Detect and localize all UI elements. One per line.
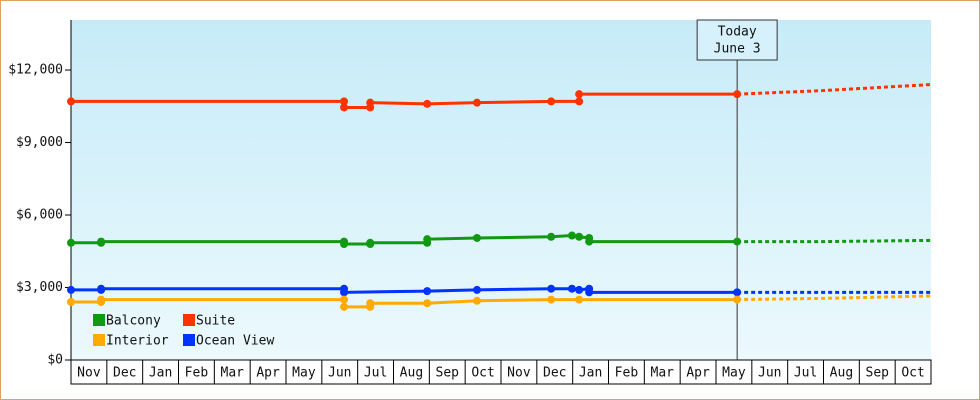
point bbox=[340, 302, 349, 311]
legend-label: Balcony bbox=[106, 314, 161, 329]
point bbox=[575, 90, 584, 99]
x-tick-label: Mar bbox=[221, 366, 245, 381]
point bbox=[97, 237, 106, 246]
point bbox=[472, 98, 481, 107]
x-tick-label: Jun bbox=[328, 366, 351, 381]
point bbox=[366, 238, 375, 247]
x-tick-label: Jun bbox=[758, 366, 781, 381]
y-tick-label: $12,000 bbox=[8, 63, 63, 78]
legend-swatch bbox=[93, 334, 105, 346]
point bbox=[340, 288, 349, 297]
point bbox=[575, 97, 584, 106]
x-tick-label: Feb bbox=[185, 366, 209, 381]
x-tick-label: Apr bbox=[256, 366, 280, 381]
point bbox=[472, 285, 481, 294]
y-tick-label: $6,000 bbox=[16, 208, 63, 223]
point bbox=[547, 232, 556, 241]
today-box bbox=[696, 19, 778, 61]
point bbox=[567, 284, 576, 293]
x-tick-label: Dec bbox=[113, 366, 136, 381]
point bbox=[340, 103, 349, 112]
forecast-line bbox=[737, 294, 932, 302]
y-tick-label: $0 bbox=[47, 353, 63, 368]
x-tick-label: Feb bbox=[615, 366, 639, 381]
plot-area bbox=[71, 20, 931, 360]
point bbox=[340, 295, 349, 304]
point bbox=[733, 90, 742, 99]
today-label: Today bbox=[718, 25, 757, 40]
point bbox=[67, 285, 75, 294]
x-tick-label: Nov bbox=[507, 366, 531, 381]
point bbox=[97, 295, 106, 304]
point bbox=[585, 288, 594, 297]
x-tick-label: Mar bbox=[651, 366, 675, 381]
legend-swatch bbox=[183, 314, 195, 326]
point bbox=[575, 295, 584, 304]
y-tick-label: $3,000 bbox=[16, 280, 63, 295]
x-tick-label: Aug bbox=[400, 366, 423, 381]
legend-label: Ocean View bbox=[196, 334, 274, 349]
point bbox=[472, 233, 481, 242]
point bbox=[340, 240, 349, 249]
x-tick-label: Nov bbox=[77, 366, 101, 381]
point bbox=[547, 97, 556, 106]
point bbox=[423, 235, 432, 244]
point bbox=[733, 295, 742, 304]
point bbox=[547, 295, 556, 304]
x-tick-label: Oct bbox=[471, 366, 494, 381]
x-tick-label: Aug bbox=[830, 366, 853, 381]
point bbox=[67, 97, 75, 106]
today-label: June 3 bbox=[714, 42, 761, 57]
x-tick-label: Dec bbox=[543, 366, 566, 381]
point bbox=[585, 237, 594, 246]
point bbox=[366, 98, 375, 107]
point bbox=[423, 287, 432, 296]
forecast-line bbox=[737, 238, 932, 244]
point bbox=[567, 231, 576, 240]
legend-label: Suite bbox=[196, 314, 235, 329]
x-tick-label: Jul bbox=[794, 366, 817, 381]
legend-swatch bbox=[93, 314, 105, 326]
x-tick-label: Apr bbox=[686, 366, 710, 381]
point bbox=[472, 296, 481, 305]
legend-swatch bbox=[183, 334, 195, 346]
point bbox=[575, 232, 584, 241]
point bbox=[733, 288, 742, 297]
x-tick-label: May bbox=[722, 366, 746, 381]
point bbox=[97, 284, 106, 293]
point bbox=[423, 299, 432, 308]
point bbox=[423, 99, 432, 108]
point bbox=[366, 299, 375, 308]
x-tick-label: Jan bbox=[149, 366, 172, 381]
point bbox=[733, 237, 742, 246]
point bbox=[67, 238, 75, 247]
point bbox=[575, 285, 584, 294]
x-tick-label: Jul bbox=[364, 366, 387, 381]
x-tick-label: Oct bbox=[901, 366, 924, 381]
legend-label: Interior bbox=[106, 334, 169, 349]
x-tick-label: Sep bbox=[866, 366, 890, 381]
x-tick-label: Sep bbox=[436, 366, 460, 381]
x-tick-label: Jan bbox=[579, 366, 602, 381]
forecast-line bbox=[737, 83, 932, 96]
point bbox=[340, 97, 349, 106]
x-tick-label: May bbox=[292, 366, 316, 381]
y-tick-label: $9,000 bbox=[16, 135, 63, 150]
point bbox=[67, 298, 75, 307]
point bbox=[547, 284, 556, 293]
